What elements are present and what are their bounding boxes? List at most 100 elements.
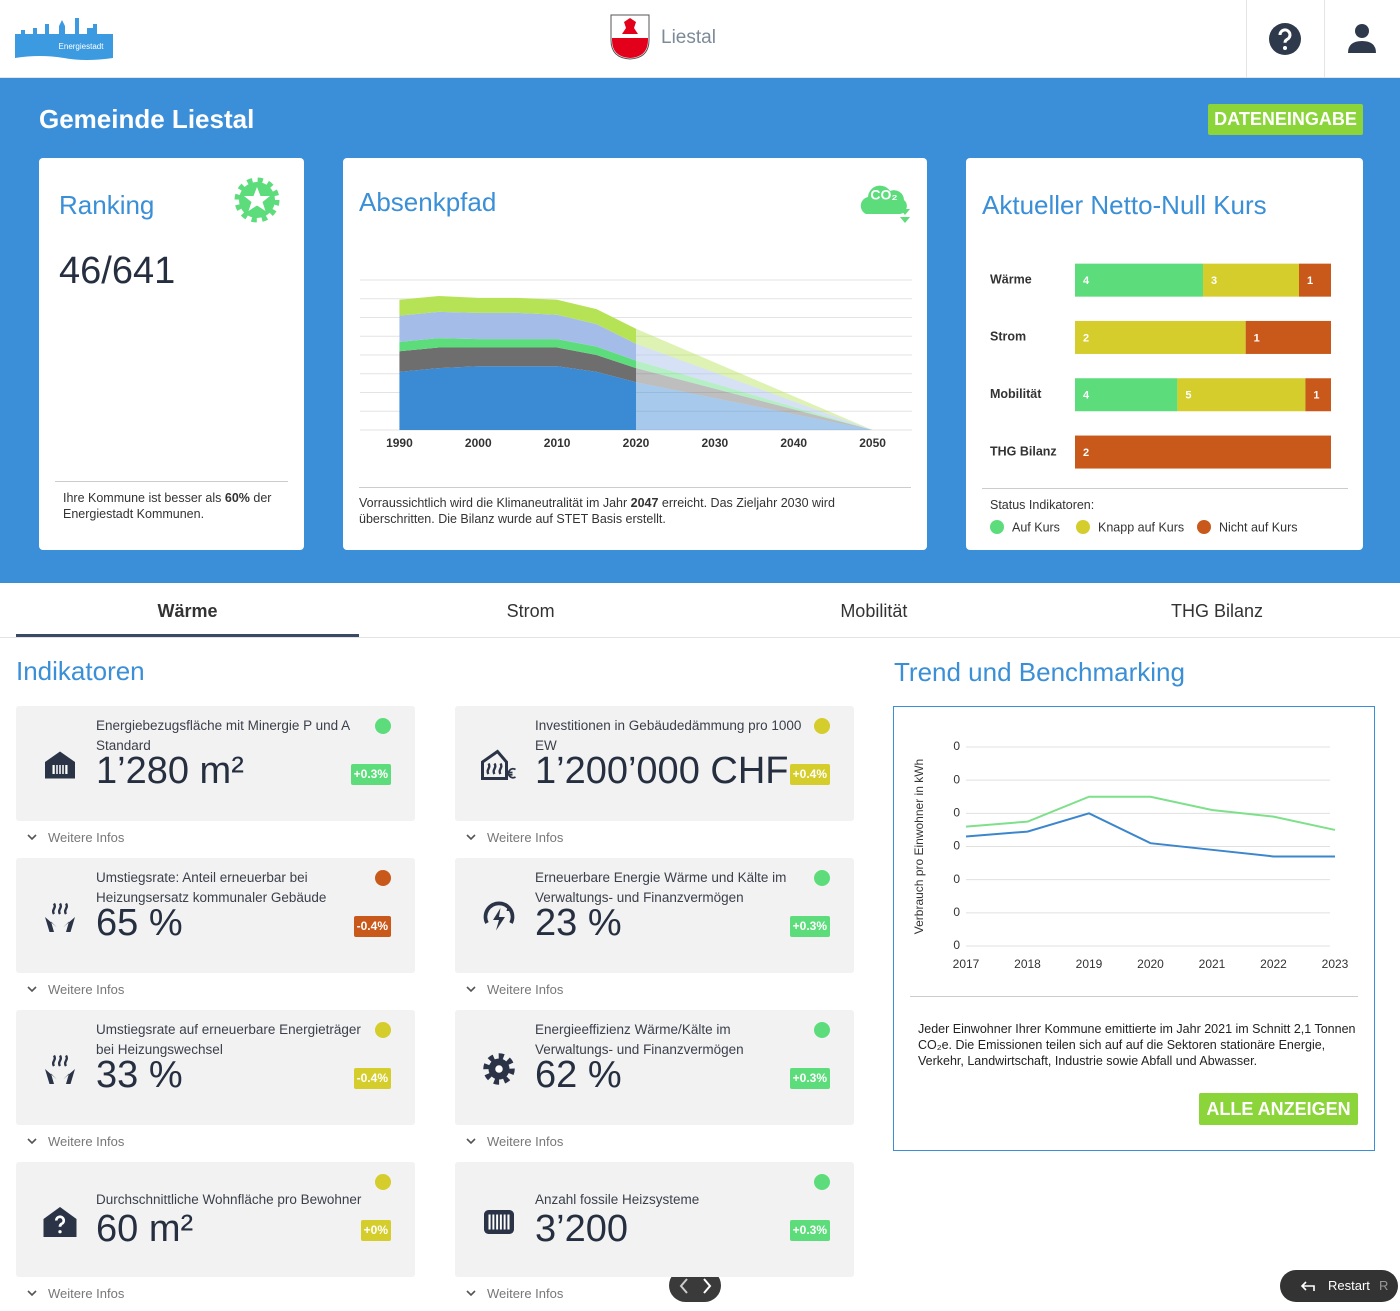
prev-button[interactable]: [675, 1276, 693, 1296]
restart-icon: [1300, 1281, 1315, 1291]
indicator-icon: [45, 1054, 75, 1084]
user-button[interactable]: [1346, 22, 1378, 54]
more-info[interactable]: Weitere Infos: [487, 982, 564, 997]
absenkpfad-title: Absenkpfad: [359, 187, 497, 217]
expand-chevron[interactable]: [465, 1289, 477, 1299]
more-info[interactable]: Weitere Infos: [48, 982, 125, 997]
indicator-card: Energiebezugsfläche mit Minergie P und A…: [16, 706, 415, 821]
more-info[interactable]: Weitere Infos: [487, 1286, 564, 1301]
icon-shape: [486, 762, 503, 775]
note-text: Vorraussichtlich wird die Klimaneutralit…: [359, 496, 631, 510]
user-head: [1355, 24, 1369, 38]
tab[interactable]: THG Bilanz: [1170, 601, 1263, 621]
indicator-value: 62 %: [535, 1054, 622, 1096]
indicator-icon: [483, 901, 515, 931]
expand-chevron[interactable]: [26, 1289, 38, 1299]
icon-shape: [466, 1290, 476, 1297]
separator: [55, 481, 288, 482]
ranking-note: Ihre Kommune ist besser als 60% der Ener…: [63, 490, 288, 522]
separator: [910, 996, 1358, 997]
restart-key: R: [1379, 1278, 1389, 1293]
indicator-label: Investitionen in Gebäudedämmung pro 1000…: [535, 718, 802, 753]
more-info[interactable]: Weitere Infos: [48, 830, 125, 845]
divider: [1246, 0, 1247, 77]
logo-shape: [15, 18, 113, 60]
badge-teeth: [234, 177, 280, 223]
indicator-value: 65 %: [96, 902, 183, 944]
more-info[interactable]: Weitere Infos: [48, 1286, 125, 1301]
data-entry-button[interactable]: DATENEINGABE: [1208, 104, 1363, 135]
note-bold: 2047: [630, 496, 659, 510]
indicators-title: Indikatoren: [16, 656, 145, 686]
note-text: Ihre Kommune ist besser als: [63, 491, 225, 505]
co2-icon: CO₂: [860, 185, 910, 223]
help-circle: [1269, 23, 1301, 55]
icon-shape: [490, 1214, 508, 1230]
help-glyph: [1278, 28, 1292, 43]
more-info[interactable]: Weitere Infos: [487, 1134, 564, 1149]
ranking-badge: [234, 177, 280, 223]
icon-shape: [43, 1207, 77, 1237]
help-button[interactable]: [1268, 22, 1302, 56]
indicator-value: 3’200: [535, 1208, 628, 1250]
indicator-card: Erneuerbare Energie Wärme und Kälte im V…: [455, 858, 854, 973]
indicator-card: Anzahl fossile Heizsysteme 3’200 +0.3%: [455, 1162, 854, 1277]
logo-text: Energiestadt: [59, 42, 105, 51]
icon-shape: [466, 1138, 476, 1145]
indicator-label: Erneuerbare Energie Wärme und Kälte im V…: [535, 870, 787, 905]
tab-bar: [0, 637, 1400, 638]
change-badge: +0.3%: [350, 764, 391, 785]
chevron-right: [703, 1278, 712, 1294]
next-button[interactable]: [698, 1276, 716, 1296]
ranking-title: Ranking: [59, 190, 155, 220]
icon-shape: [506, 767, 516, 779]
expand-chevron[interactable]: [26, 1137, 38, 1147]
indicator-label: Energieeffizienz Wärme/Kälte im Verwaltu…: [535, 1022, 744, 1057]
icon-shape: [483, 901, 515, 924]
icon-shape: [27, 834, 37, 841]
show-all-button[interactable]: ALLE ANZEIGEN: [1199, 1093, 1358, 1125]
expand-chevron[interactable]: [465, 833, 477, 843]
indicator-icon: [483, 1053, 515, 1085]
cloud: [860, 185, 907, 214]
status-dot: [814, 1174, 830, 1190]
expand-chevron[interactable]: [465, 985, 477, 995]
indicator-value: 23 %: [535, 902, 622, 944]
tab[interactable]: Wärme: [157, 601, 218, 621]
expand-chevron[interactable]: [26, 833, 38, 843]
absenkpfad-note: Vorraussichtlich wird die Klimaneutralit…: [359, 495, 899, 527]
user-body: [1348, 41, 1376, 53]
note-text: erreicht. Das Zieljahr 2030 wird übersch…: [359, 496, 835, 526]
indicator-value: 1’200’000 CHF: [535, 750, 789, 792]
logo[interactable]: Energiestadt: [15, 14, 113, 62]
icon-shape: [466, 834, 476, 841]
tab-underline: [16, 634, 360, 637]
tab[interactable]: Mobilität: [840, 601, 908, 621]
icon-shape: [45, 1069, 75, 1084]
indicator-value: 1’280 m²: [96, 750, 244, 792]
icon-shape: [466, 986, 476, 993]
trend-title: Trend und Benchmarking: [894, 657, 1185, 687]
change-badge: -0.4%: [353, 1068, 391, 1089]
tab[interactable]: Strom: [506, 601, 555, 621]
restart-button[interactable]: [1280, 1270, 1398, 1302]
status-dot: [375, 870, 391, 886]
icon-shape: [493, 908, 505, 931]
more-info[interactable]: Weitere Infos: [487, 830, 564, 845]
banner-title: Gemeinde Liestal: [39, 104, 255, 134]
icon-shape: [483, 1053, 515, 1085]
indicator-icon: [45, 902, 75, 932]
expand-chevron[interactable]: [26, 985, 38, 995]
change-badge: -0.4%: [353, 916, 391, 937]
icon-shape: [52, 765, 68, 774]
icon-shape: [58, 1230, 62, 1234]
more-info[interactable]: Weitere Infos: [48, 1134, 125, 1149]
netto-null-title: Aktueller Netto-Null Kurs: [982, 190, 1267, 220]
indicator-value: 33 %: [96, 1054, 183, 1096]
indicator-label: Anzahl fossile Heizsysteme: [535, 1192, 700, 1207]
indicator-card: Umstiegsrate: Anteil erneuerbar bei Heiz…: [16, 858, 415, 973]
expand-chevron[interactable]: [465, 1137, 477, 1147]
tabs: Wärme Strom Mobilität THG Bilanz: [0, 583, 1400, 637]
indicator-icon: [484, 1210, 514, 1234]
